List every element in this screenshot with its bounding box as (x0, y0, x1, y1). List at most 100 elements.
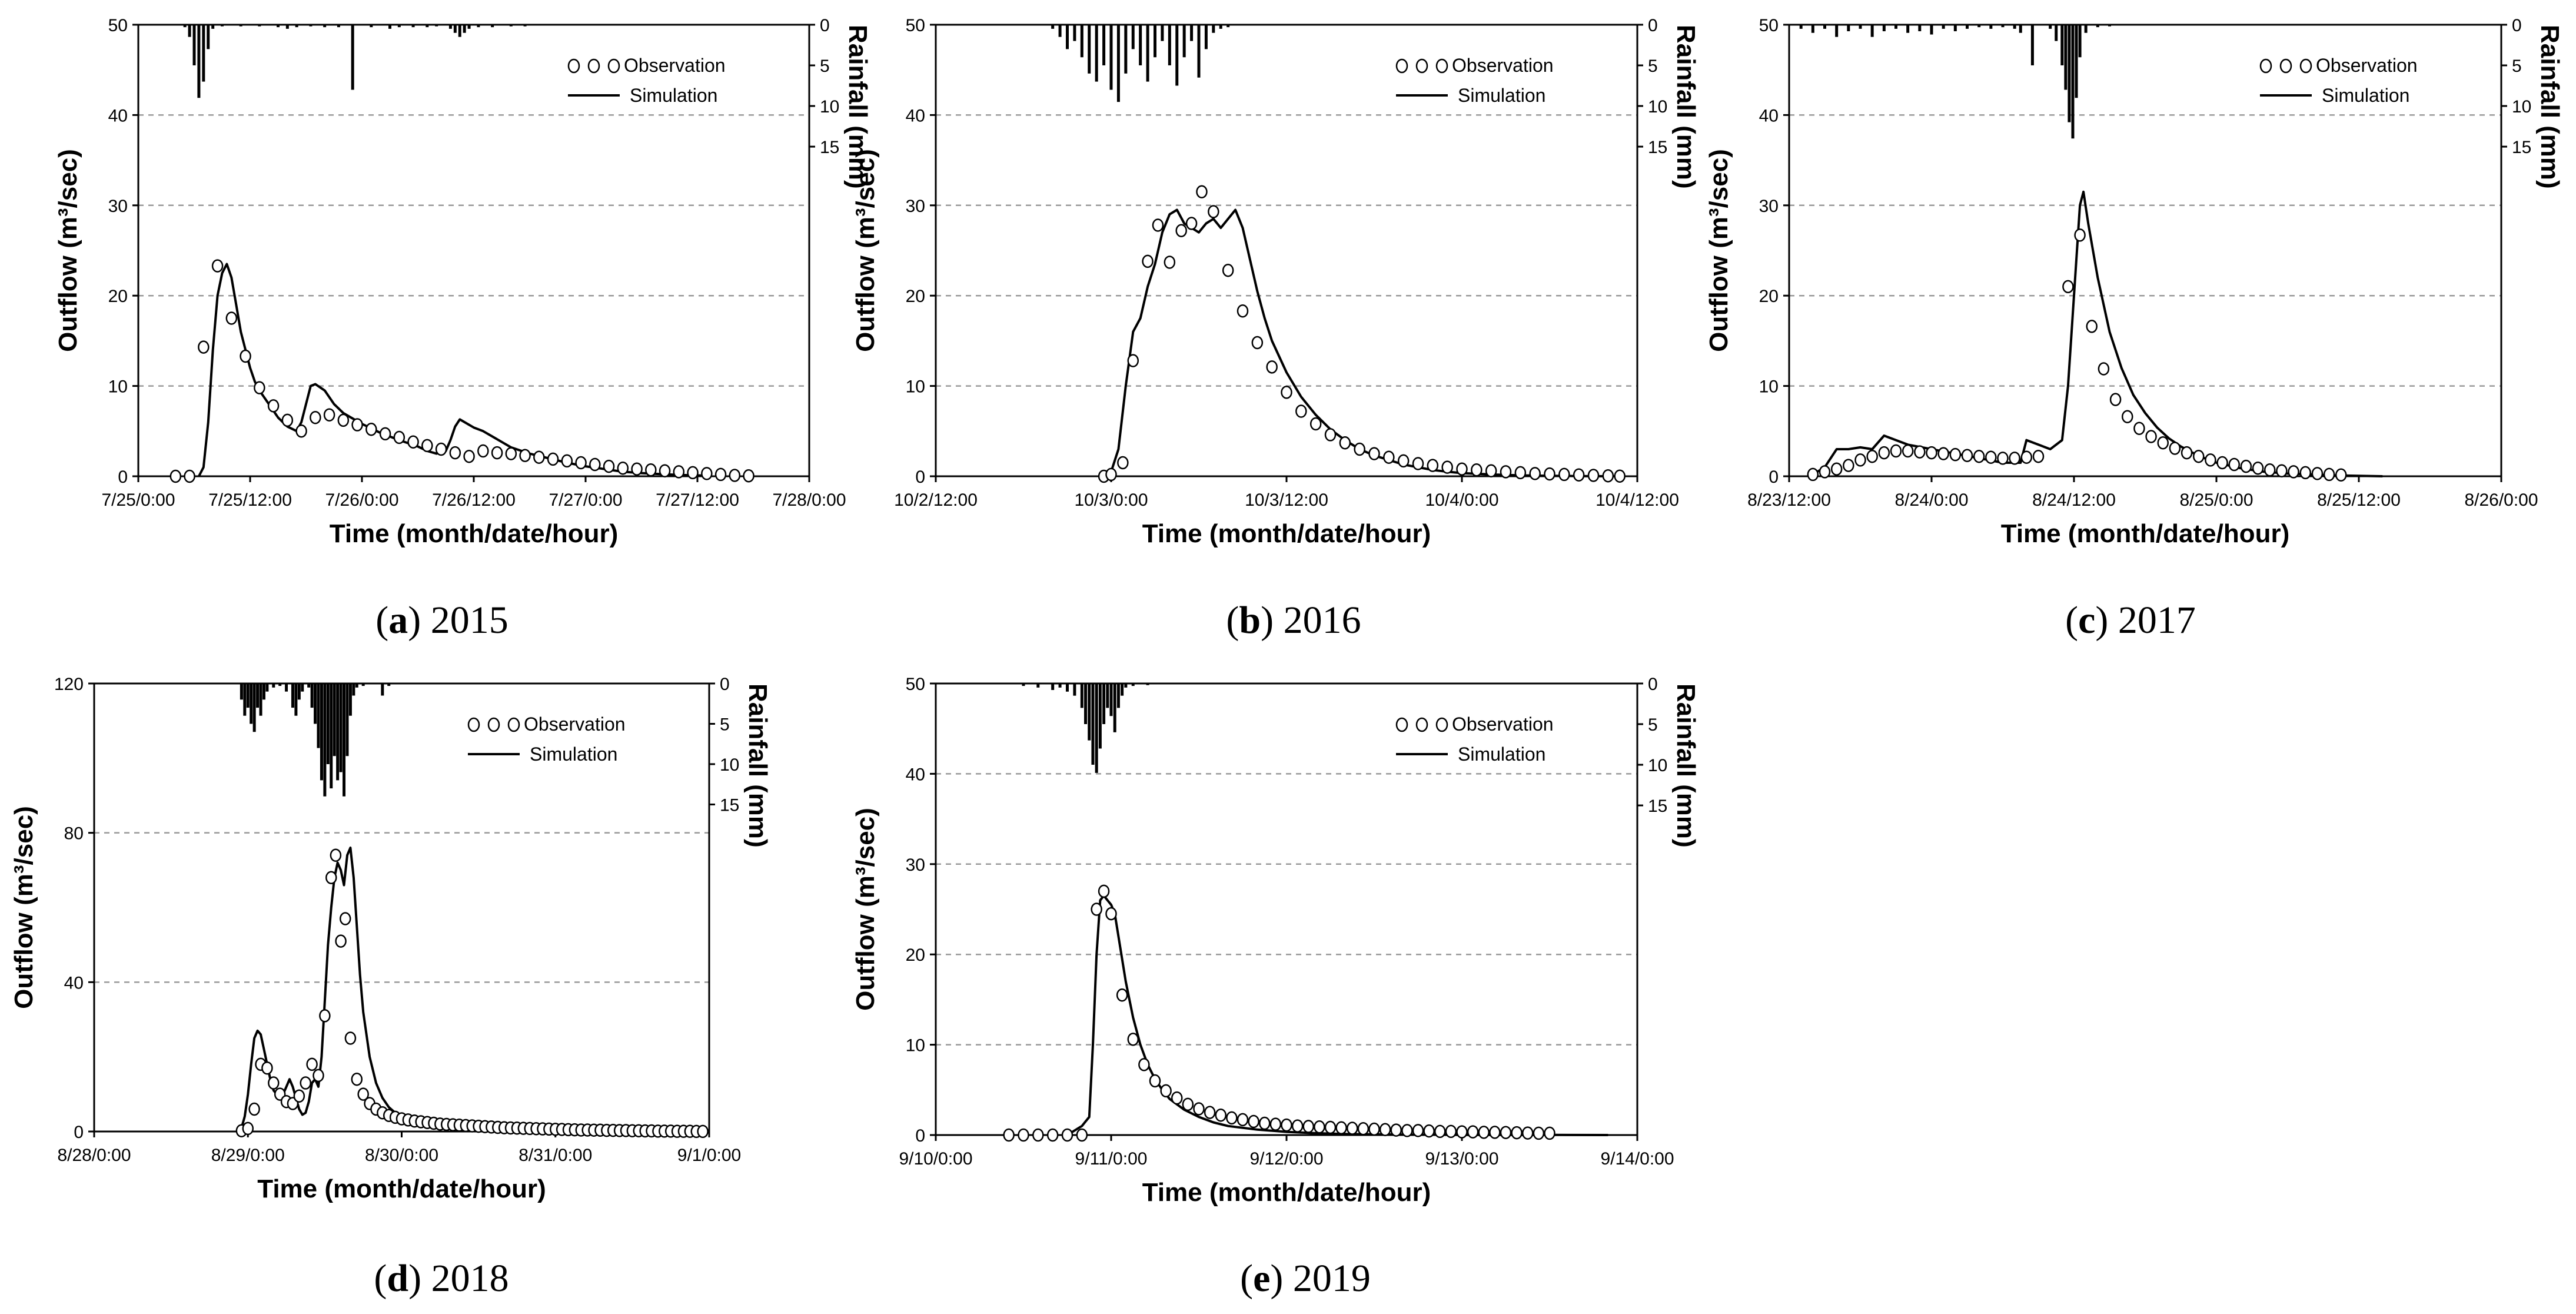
observation-point (1514, 466, 1527, 480)
observation-point (2145, 430, 2157, 443)
x-tick-label: 8/29/0:00 (211, 1146, 285, 1165)
observation-point (1573, 468, 1585, 482)
observation-point (2216, 456, 2228, 470)
x-tick-label: 10/3/0:00 (1074, 490, 1148, 510)
observation-point (1937, 447, 1949, 460)
x-tick-label: 7/28/0:00 (772, 490, 846, 510)
observation-point (1215, 1109, 1226, 1122)
y-tick-label: 40 (906, 106, 925, 125)
x-tick-label: 9/1/0:00 (677, 1146, 741, 1165)
y-axis-title: Outflow (m³/sec) (1704, 149, 1733, 352)
observation-point (313, 1069, 324, 1083)
observation-point (2205, 453, 2216, 467)
observation-point (357, 1087, 369, 1101)
observation-point (2240, 459, 2252, 473)
observation-point (687, 466, 699, 480)
observation-point (603, 459, 615, 473)
rain-tick-label: 0 (720, 675, 730, 694)
observation-point (1302, 1120, 1314, 1133)
observation-point (2133, 422, 2145, 435)
observation-point (330, 848, 342, 862)
legend-observation-marker (2299, 58, 2312, 74)
observation-point (323, 408, 335, 422)
observation-point (1866, 450, 1878, 463)
observation-point (281, 413, 294, 427)
observation-point (1997, 452, 2009, 465)
observation-point (2157, 436, 2169, 450)
legend-observation-marker (1395, 717, 1408, 732)
observation-point (1248, 1114, 1259, 1129)
observation-point (1456, 1125, 1468, 1139)
observation-point (1335, 1121, 1347, 1134)
observation-point (2020, 450, 2033, 464)
observation-point (1485, 464, 1497, 478)
legend-observation-marker (567, 58, 580, 74)
y-tick-label: 120 (54, 675, 84, 694)
observation-point (1368, 1122, 1380, 1136)
observation-point (1222, 263, 1234, 277)
observation-point (1401, 1124, 1413, 1137)
observation-point (1383, 450, 1395, 464)
observation-point (310, 411, 321, 424)
rain-tick-label: 15 (1648, 797, 1667, 816)
x-tick-label: 7/26/12:00 (432, 490, 516, 510)
panel-caption: (d) 2018 (374, 1257, 508, 1300)
panel-caption: (a) 2015 (375, 599, 508, 642)
observation-point (1149, 1074, 1161, 1088)
observation-point (673, 465, 685, 479)
y-axis-title: Outflow (m³/sec) (851, 808, 880, 1011)
y-tick-label: 30 (1759, 197, 1779, 216)
observation-point (1478, 1126, 1490, 1139)
observation-point (379, 427, 391, 441)
rain-tick-label: 15 (720, 795, 739, 815)
legend-simulation-label: Simulation (2322, 85, 2409, 106)
rain-tick-label: 5 (1648, 57, 1658, 76)
y-axis-title: Outflow (m³/sec) (851, 149, 880, 352)
x-tick-label: 8/26/0:00 (2464, 490, 2538, 510)
observation-point (1949, 447, 1962, 462)
legend-simulation-label: Simulation (630, 85, 717, 106)
rain-tick-label: 10 (720, 755, 739, 775)
observation-point (1471, 463, 1483, 477)
chart-panel-d: 0 40 80 120 0 5 10 15 8/28/0:00 8/29/0:00 8/30/0:0… (9, 675, 772, 1300)
x-tick-label: 9/11/0:00 (1075, 1149, 1148, 1169)
rain-tick-label: 15 (1648, 138, 1667, 157)
observation-point (729, 469, 741, 482)
observation-point (1434, 1124, 1446, 1139)
observation-point (477, 444, 489, 458)
observation-point (267, 399, 280, 413)
observation-point (1511, 1126, 1523, 1140)
legend-observation-marker (587, 58, 600, 74)
legend-observation-marker (607, 58, 620, 74)
x-tick-label: 9/13/0:00 (1425, 1149, 1498, 1169)
panel-caption: (c) 2017 (2065, 599, 2196, 642)
rain-tick-label: 15 (2512, 138, 2531, 157)
observation-point (1961, 449, 1973, 462)
observation-point (1127, 1033, 1139, 1046)
rain-tick-label: 0 (2512, 16, 2522, 35)
observation-point (1558, 467, 1570, 482)
observation-point (2109, 393, 2122, 406)
x-tick-label: 7/27/0:00 (549, 490, 622, 510)
observation-point (1456, 462, 1468, 476)
y-tick-label: 50 (108, 16, 128, 35)
x-axis-title: Time (month/date/hour) (257, 1174, 546, 1203)
observation-point (505, 447, 517, 460)
observation-point (533, 450, 545, 464)
x-tick-label: 10/4/12:00 (1596, 490, 1679, 510)
observation-point (198, 340, 210, 354)
rain-tick-label: 10 (820, 97, 839, 117)
legend-observation-marker (1415, 58, 1428, 74)
observation-point (2276, 464, 2288, 478)
observation-point (1529, 467, 1541, 480)
y-tick-label: 30 (108, 197, 128, 216)
observation-point (1061, 1128, 1073, 1142)
observation-point (1390, 1123, 1402, 1137)
observation-point (2311, 467, 2324, 480)
observation-point (1878, 446, 1890, 460)
y-tick-label: 20 (906, 945, 925, 965)
chart-panel-c: 0 10 20 30 40 50 0 5 10 15 8/23/12:00 8/24/0:00 8/24… (1704, 16, 2564, 642)
chart-panel-e: 0 10 20 30 40 50 0 5 10 15 9/10/0:00 9/11/0:00 9/12/… (851, 675, 1700, 1300)
observation-point (1003, 1128, 1015, 1142)
